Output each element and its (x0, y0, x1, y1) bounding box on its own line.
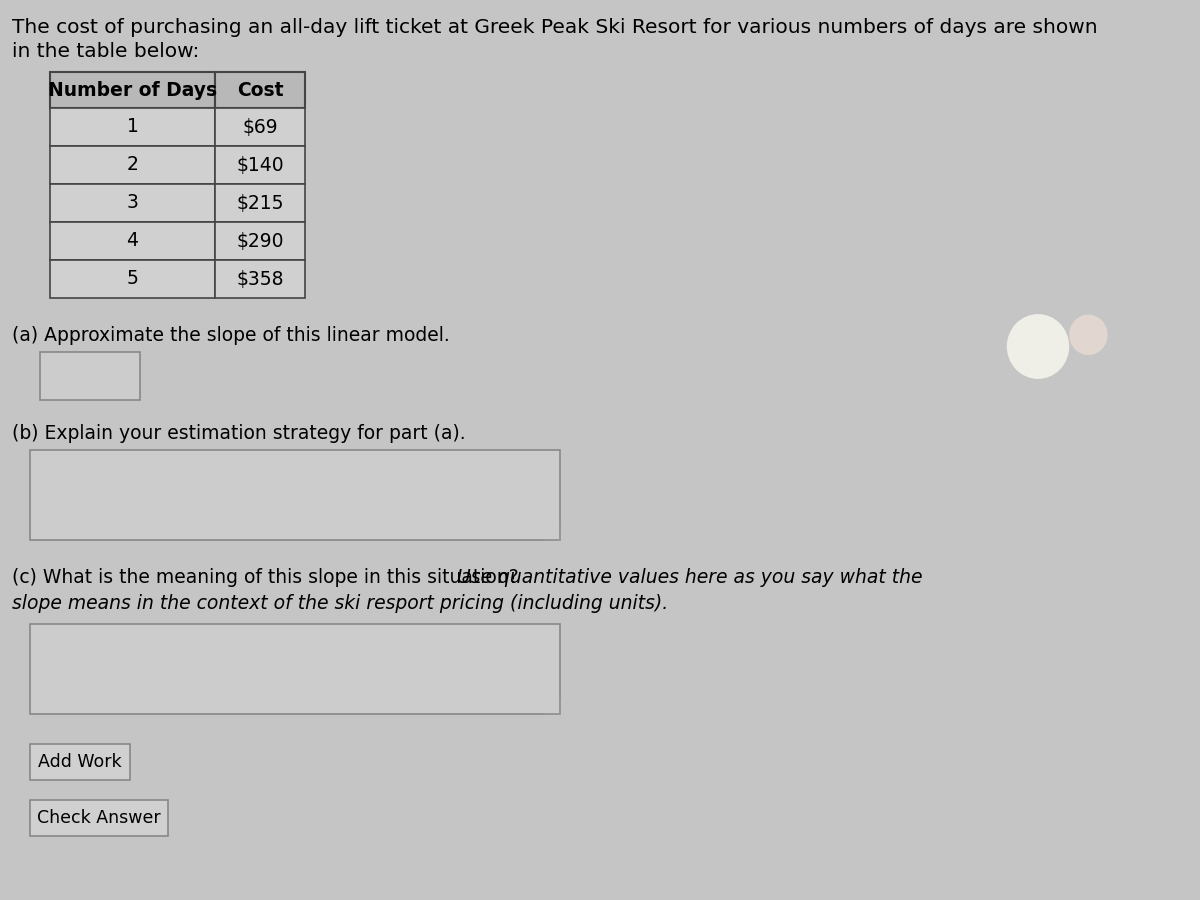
Bar (50, 184, 215, 222)
Bar (215, 260, 305, 298)
Bar (30, 450, 560, 540)
Text: Add Work: Add Work (38, 753, 122, 771)
Text: $290: $290 (236, 231, 283, 250)
Text: in the table below:: in the table below: (12, 42, 199, 61)
Text: Use quantitative values here as you say what the: Use quantitative values here as you say … (456, 568, 922, 587)
Text: (c) What is the meaning of this slope in this situation?: (c) What is the meaning of this slope in… (12, 568, 524, 587)
Text: Cost: Cost (236, 80, 283, 100)
Text: $358: $358 (236, 269, 283, 289)
Text: 5: 5 (126, 269, 138, 289)
Bar (50, 146, 215, 184)
Bar (40, 352, 140, 400)
Bar (50, 222, 215, 260)
Text: $140: $140 (236, 156, 284, 175)
Text: 1: 1 (126, 118, 138, 137)
Bar (30, 744, 130, 780)
Bar (50, 72, 215, 108)
Bar (215, 222, 305, 260)
Ellipse shape (1007, 314, 1069, 379)
Text: The cost of purchasing an all-day lift ticket at Greek Peak Ski Resort for vario: The cost of purchasing an all-day lift t… (12, 18, 1098, 37)
Bar (50, 260, 215, 298)
Text: slope means in the context of the ski resport pricing (including units).: slope means in the context of the ski re… (12, 594, 668, 613)
Bar (30, 624, 560, 714)
Bar (215, 184, 305, 222)
Text: 4: 4 (126, 231, 138, 250)
Bar (30, 800, 168, 836)
Bar (215, 146, 305, 184)
Text: 2: 2 (126, 156, 138, 175)
Text: Number of Days: Number of Days (48, 80, 217, 100)
Text: (a) Approximate the slope of this linear model.: (a) Approximate the slope of this linear… (12, 326, 450, 345)
Ellipse shape (1069, 314, 1108, 355)
Bar (50, 108, 215, 146)
Text: 3: 3 (126, 194, 138, 212)
Text: $215: $215 (236, 194, 283, 212)
Bar (215, 108, 305, 146)
Text: $69: $69 (242, 118, 278, 137)
Bar (215, 72, 305, 108)
Text: Check Answer: Check Answer (37, 809, 161, 827)
Text: (b) Explain your estimation strategy for part (a).: (b) Explain your estimation strategy for… (12, 424, 466, 443)
